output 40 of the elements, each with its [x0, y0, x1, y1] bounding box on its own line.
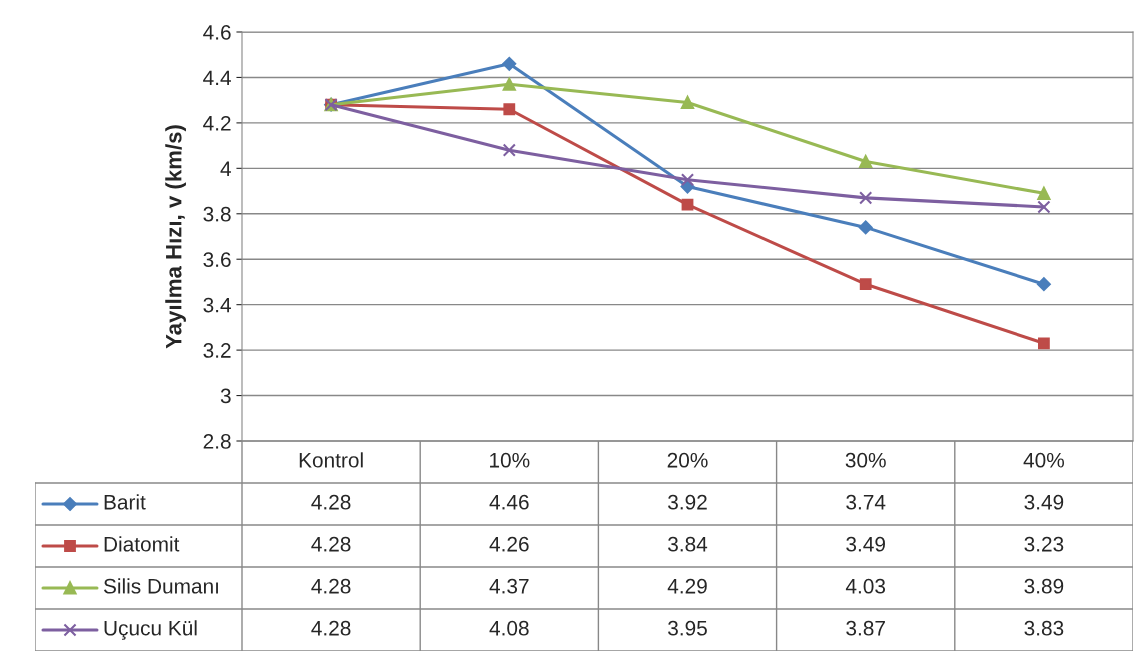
legend-label: Silis Dumanı [103, 578, 218, 594]
y-tick-label: 3.2 [203, 343, 231, 358]
y-tick-label: 3.4 [203, 297, 231, 313]
y-tick-label: 4.6 [203, 25, 231, 40]
data-label: 4.28 [311, 494, 351, 510]
data-label: 3.89 [1024, 578, 1064, 594]
x-tick-label: 20% [667, 452, 708, 468]
data-label: 3.92 [668, 494, 707, 510]
data-label: 3.49 [846, 536, 885, 552]
y-tick-label: 4 [220, 161, 231, 176]
data-label: 3.74 [846, 494, 886, 510]
x-tick-label: 40% [1023, 452, 1065, 468]
data-label: 4.46 [489, 494, 529, 510]
legend-label: Uçucu Kül [104, 620, 197, 640]
data-label: 3.84 [668, 536, 708, 552]
x-tick-label: 10% [490, 452, 530, 468]
y-tick-label: 3.8 [203, 206, 231, 222]
data-label: 3.87 [846, 620, 885, 636]
data-label: 4.28 [311, 578, 351, 594]
x-tick-label: 30% [845, 452, 886, 468]
y-axis-title: Yayılma Hızı, v (km/s) [165, 125, 186, 349]
y-tick-label: 3.6 [203, 252, 231, 267]
legend-label: Barit [104, 494, 146, 510]
data-label: 3.23 [1024, 536, 1064, 552]
data-label: 4.29 [667, 578, 707, 594]
data-label: 3.95 [668, 620, 707, 636]
data-label: 4.08 [489, 620, 529, 636]
x-tick-label: Kontrol [299, 452, 363, 468]
y-tick-label: 4.2 [203, 115, 231, 131]
y-tick-label: 2.8 [203, 434, 231, 449]
data-label: 4.03 [845, 578, 886, 594]
data-label: 3.49 [1024, 494, 1064, 510]
y-tick-label: 3 [220, 388, 231, 404]
data-label: 4.26 [489, 536, 529, 552]
data-label: 4.28 [311, 620, 351, 636]
data-label: 3.83 [1024, 620, 1064, 636]
y-tick-label: 4.4 [203, 70, 231, 85]
data-label: 4.28 [311, 536, 351, 552]
data-label: 4.37 [489, 578, 529, 594]
legend-label: Diatomit [104, 536, 180, 552]
